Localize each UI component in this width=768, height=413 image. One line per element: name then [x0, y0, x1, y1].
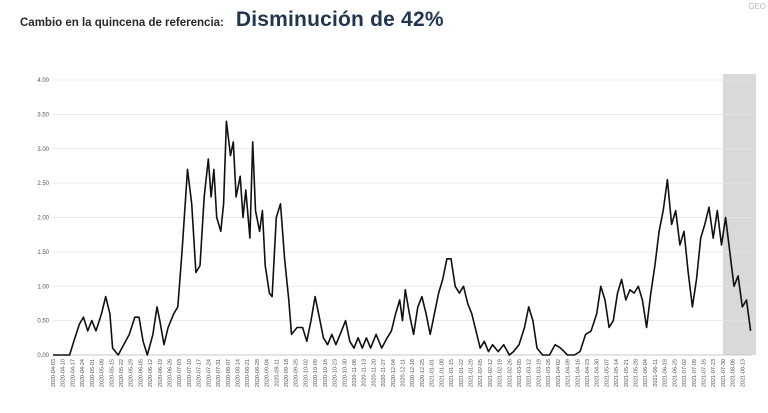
x-tick-label: 2021-05-07 — [604, 359, 610, 387]
x-tick-label: 2021-05-28 — [634, 359, 640, 387]
y-tick-label: 0.00 — [37, 353, 49, 359]
x-tick-label: 2020-06-05 — [138, 359, 144, 387]
series-line-0 — [53, 120, 752, 356]
x-tick-label: 2020-10-09 — [313, 359, 319, 387]
x-tick-label: 2021-01-08 — [439, 359, 445, 387]
x-tick-label: 2020-10-30 — [342, 359, 348, 387]
y-tick-label: 2.50 — [37, 181, 49, 187]
x-tick-label: 2021-04-23 — [585, 359, 591, 387]
x-tick-label: 2020-04-10 — [61, 359, 67, 387]
x-tick-label: 2021-06-18 — [663, 359, 669, 387]
x-tick-label: 2020-11-13 — [362, 359, 368, 387]
x-tick-label: 2021-01-15 — [449, 359, 455, 387]
x-tick-label: 2021-08-06 — [731, 359, 737, 387]
x-tick-label: 2021-04-02 — [556, 359, 562, 387]
x-tick-label: 2020-12-04 — [391, 359, 397, 387]
x-tick-label: 2020-04-17 — [70, 359, 76, 387]
y-tick-label: 1.50 — [37, 250, 49, 256]
y-tick-label: 3.00 — [37, 147, 49, 153]
x-tick-label: 2020-06-19 — [158, 359, 164, 387]
x-tick-label: 2020-05-15 — [109, 359, 115, 387]
x-tick-label: 2021-04-09 — [566, 359, 572, 387]
x-tick-label: 2020-10-16 — [323, 359, 329, 387]
watermark: GEO — [748, 2, 766, 11]
x-tick-label: 2020-04-03 — [51, 359, 57, 387]
x-tick-label: 2021-03-05 — [517, 359, 523, 387]
x-tick-label: 2020-08-14 — [235, 359, 241, 387]
x-tick-label: 2020-10-02 — [303, 359, 309, 387]
x-tick-label: 2021-02-26 — [507, 359, 513, 387]
x-tick-label: 2021-02-12 — [488, 359, 494, 387]
chart-header: Cambio en la quincena de referencia: Dis… — [20, 8, 444, 42]
x-tick-label: 2020-11-06 — [352, 359, 358, 387]
x-tick-label: 2020-09-11 — [274, 359, 280, 387]
x-tick-label: 2020-11-20 — [371, 359, 377, 387]
x-tick-label: 2021-02-19 — [498, 359, 504, 387]
x-tick-label: 2021-04-16 — [575, 359, 581, 387]
x-tick-label: 2021-06-11 — [653, 359, 659, 387]
x-tick-label: 2021-06-25 — [672, 359, 678, 387]
y-tick-label: 4.00 — [37, 78, 49, 84]
x-tick-label: 2020-08-07 — [226, 359, 232, 387]
x-tick-label: 2020-05-08 — [100, 359, 106, 387]
x-tick-label: 2020-09-18 — [284, 359, 290, 387]
x-tick-label: 2020-06-26 — [168, 359, 174, 387]
x-tick-label: 2021-02-05 — [478, 359, 484, 387]
x-tick-label: 2021-03-26 — [546, 359, 552, 387]
x-tick-label: 2020-12-18 — [410, 359, 416, 387]
x-tick-label: 2021-03-19 — [536, 359, 542, 387]
x-tick-label: 2020-05-22 — [119, 359, 125, 387]
x-tick-label: 2020-10-23 — [333, 359, 339, 387]
x-tick-label: 2020-09-04 — [265, 359, 271, 387]
x-tick-label: 2020-07-24 — [206, 359, 212, 387]
x-tick-label: 2021-07-09 — [692, 359, 698, 387]
reference-label: Cambio en la quincena de referencia: — [20, 17, 224, 29]
headline-value: Disminución de 42% — [235, 8, 444, 31]
x-tick-label: 2020-09-25 — [294, 359, 300, 387]
x-tick-label: 2020-12-25 — [420, 359, 426, 387]
x-tick-label: 2021-07-16 — [701, 359, 707, 387]
x-tick-label: 2021-01-22 — [459, 359, 465, 387]
x-tick-label: 2021-07-23 — [711, 359, 717, 387]
x-tick-label: 2020-07-31 — [216, 359, 222, 387]
x-tick-label: 2020-06-12 — [148, 359, 154, 387]
highlight-band — [722, 74, 756, 355]
x-tick-label: 2021-08-13 — [740, 359, 746, 387]
x-tick-label: 2021-07-02 — [682, 359, 688, 387]
x-tick-label: 2020-08-28 — [255, 359, 261, 387]
y-tick-label: 3.50 — [37, 112, 49, 118]
x-tick-label: 2020-11-27 — [381, 359, 387, 387]
x-tick-label: 2021-03-12 — [527, 359, 533, 387]
x-tick-label: 2021-05-14 — [614, 359, 620, 387]
x-tick-label: 2020-07-03 — [177, 359, 183, 387]
x-tick-label: 2020-05-01 — [90, 359, 96, 387]
x-tick-label: 2021-07-30 — [721, 359, 727, 387]
x-tick-label: 2020-07-10 — [187, 359, 193, 387]
x-tick-label: 2021-01-29 — [468, 359, 474, 387]
x-tick-label: 2020-07-17 — [197, 359, 203, 387]
x-tick-label: 2021-06-04 — [643, 359, 649, 387]
x-tick-label: 2020-08-21 — [245, 359, 251, 387]
x-tick-label: 2021-01-01 — [430, 359, 436, 387]
x-tick-label: 2021-04-30 — [595, 359, 601, 387]
y-tick-label: 0.50 — [37, 319, 49, 325]
y-tick-label: 1.00 — [37, 284, 49, 290]
x-tick-label: 2021-05-21 — [624, 359, 630, 387]
y-tick-label: 2.00 — [37, 216, 49, 222]
x-tick-label: 2020-05-29 — [129, 359, 135, 387]
x-tick-label: 2020-12-11 — [401, 359, 407, 387]
x-tick-label: 2020-04-24 — [80, 359, 86, 387]
